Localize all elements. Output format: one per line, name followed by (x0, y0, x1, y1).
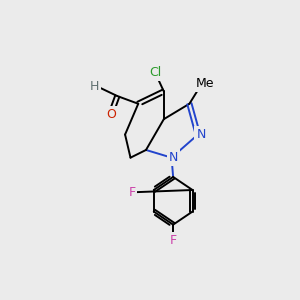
Text: N: N (196, 128, 206, 141)
Text: H: H (90, 80, 100, 92)
Text: Cl: Cl (149, 67, 161, 80)
Text: N: N (168, 151, 178, 164)
Text: F: F (128, 186, 136, 199)
Text: F: F (169, 233, 177, 247)
Text: Me: Me (196, 77, 214, 90)
Text: O: O (106, 108, 116, 121)
